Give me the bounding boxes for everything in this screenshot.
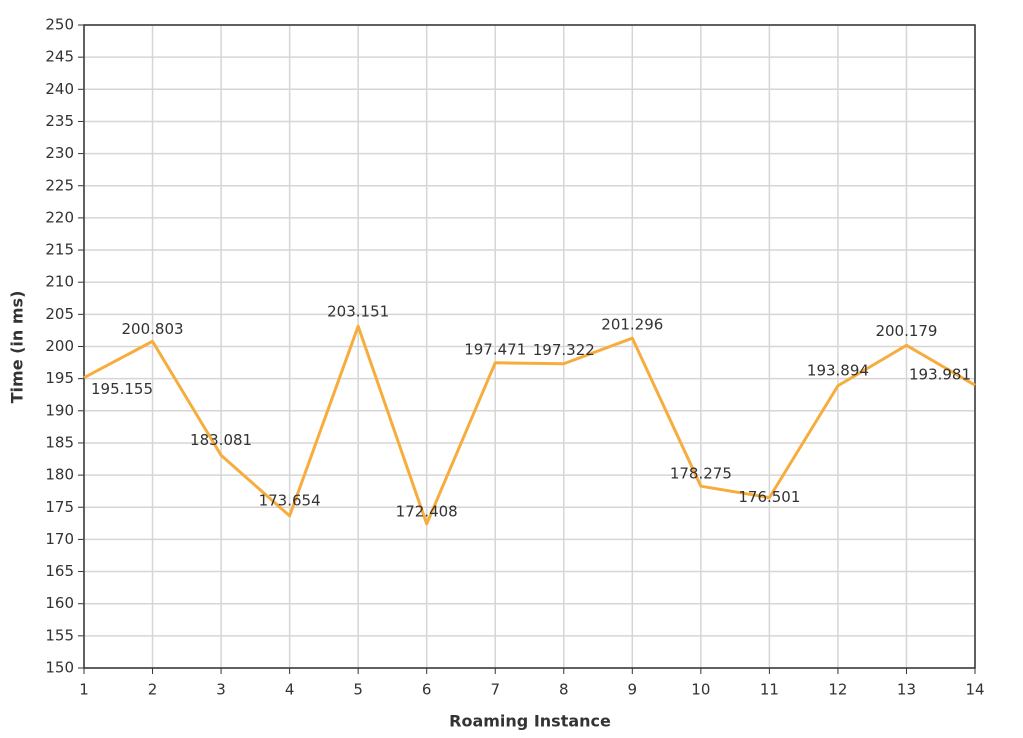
y-tick-label: 185 (45, 433, 74, 451)
data-label: 193.981 (909, 366, 971, 384)
x-tick-label: 13 (897, 681, 916, 699)
data-label: 173.654 (259, 491, 321, 509)
y-tick-label: 190 (45, 401, 74, 419)
x-tick-label: 10 (691, 681, 710, 699)
x-tick-label: 9 (628, 681, 638, 699)
data-label: 201.296 (601, 316, 663, 334)
x-tick-label: 3 (216, 681, 226, 699)
y-tick-label: 245 (45, 48, 74, 66)
y-tick-label: 180 (45, 466, 74, 484)
x-tick-label: 8 (559, 681, 569, 699)
data-label: 193.894 (807, 361, 869, 379)
x-tick-label: 6 (422, 681, 432, 699)
data-line (83, 324, 976, 526)
data-label: 203.151 (327, 303, 389, 321)
y-tick-label: 155 (45, 626, 74, 644)
y-tick-label: 220 (45, 208, 74, 226)
data-label: 197.322 (533, 341, 595, 359)
x-tick-label: 2 (148, 681, 158, 699)
y-tick-label: 150 (45, 659, 74, 677)
y-tick-label: 200 (45, 337, 74, 355)
y-tick-label: 195 (45, 369, 74, 387)
y-tick-label: 235 (45, 112, 74, 130)
y-tick-label: 205 (45, 305, 74, 323)
data-label: 200.803 (122, 320, 184, 338)
y-tick-label: 250 (45, 16, 74, 34)
y-tick-label: 230 (45, 144, 74, 162)
x-tick-label: 1 (79, 681, 89, 699)
y-tick-label: 225 (45, 176, 74, 194)
data-label: 195.155 (91, 380, 153, 398)
y-tick-label: 170 (45, 530, 74, 548)
y-axis-title: Time (in ms) (8, 291, 27, 404)
x-tick-label: 11 (760, 681, 779, 699)
data-label: 200.179 (875, 322, 937, 340)
data-label: 178.275 (670, 465, 732, 483)
y-tick-label: 165 (45, 562, 74, 580)
data-label: 176.501 (738, 488, 800, 506)
x-tick-label: 4 (285, 681, 295, 699)
y-tick-label: 210 (45, 273, 74, 291)
data-label: 183.081 (190, 431, 252, 449)
x-tick-label: 12 (828, 681, 847, 699)
x-axis-title: Roaming Instance (449, 712, 611, 731)
y-tick-label: 175 (45, 498, 74, 516)
y-tick-label: 215 (45, 241, 74, 259)
x-tick-label: 7 (490, 681, 500, 699)
plot-frame (83, 24, 976, 669)
data-label: 172.408 (396, 502, 458, 520)
y-tick-label: 160 (45, 594, 74, 612)
data-label: 197.471 (464, 340, 526, 358)
x-tick-label: 14 (965, 681, 984, 699)
x-tick-label: 5 (353, 681, 363, 699)
y-tick-label: 240 (45, 80, 74, 98)
